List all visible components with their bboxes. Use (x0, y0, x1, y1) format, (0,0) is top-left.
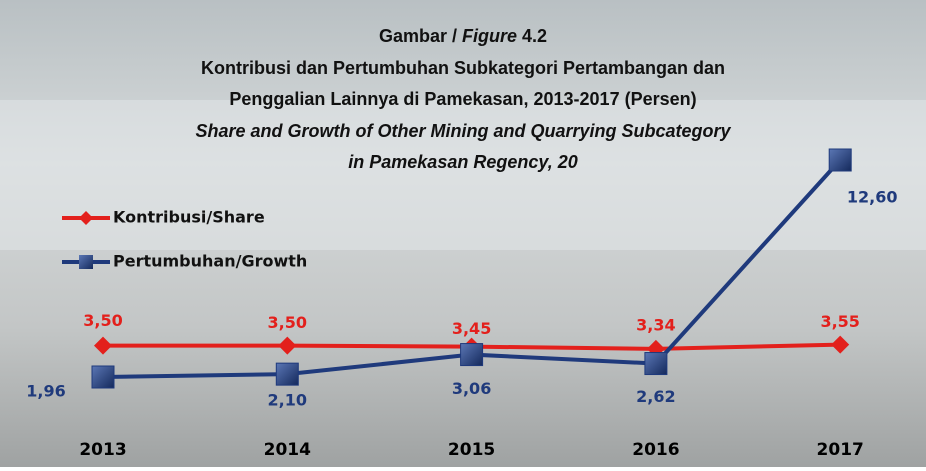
data-label: 2,10 (268, 391, 307, 410)
data-label: 12,60 (847, 188, 898, 207)
marker (91, 365, 115, 389)
chart-subtitle: in Pamekasan Regency, 20 (348, 152, 577, 172)
x-tick-label: 2017 (817, 440, 864, 460)
chart-subtitle: Share and Growth of Other Mining and Qua… (195, 121, 731, 141)
background-band (0, 100, 926, 250)
marker (831, 335, 850, 354)
chart-title: Penggalian Lainnya di Pamekasan, 2013-20… (229, 89, 696, 109)
x-tick-label: 2013 (79, 440, 126, 460)
marker (275, 362, 299, 386)
legend-label: Kontribusi/Share (113, 208, 265, 227)
data-label: 1,96 (26, 382, 65, 401)
chart-title: Kontribusi dan Pertumbuhan Subkategori P… (201, 58, 725, 78)
data-label: 3,34 (636, 315, 675, 334)
data-label: 3,55 (820, 312, 859, 331)
data-label: 3,50 (83, 311, 122, 330)
marker (94, 336, 112, 355)
data-label: 3,45 (452, 319, 491, 338)
data-label: 3,50 (268, 313, 307, 332)
data-label: 2,62 (636, 387, 675, 406)
title-part: 4.2 (522, 26, 547, 46)
marker (828, 148, 852, 172)
legend-marker (79, 255, 93, 269)
marker (460, 343, 484, 367)
legend-label: Pertumbuhan/Growth (113, 252, 307, 271)
title-part: Figure (462, 26, 517, 46)
marker (644, 352, 668, 376)
x-tick-label: 2016 (632, 440, 679, 460)
x-tick-label: 2015 (448, 440, 495, 460)
chart-title: Gambar / Figure 4.2 (379, 26, 547, 46)
title-part: Gambar / (379, 26, 457, 46)
data-label: 3,06 (452, 379, 491, 398)
legend-marker (79, 211, 93, 225)
x-tick-label: 2014 (264, 440, 311, 460)
marker (278, 336, 297, 355)
